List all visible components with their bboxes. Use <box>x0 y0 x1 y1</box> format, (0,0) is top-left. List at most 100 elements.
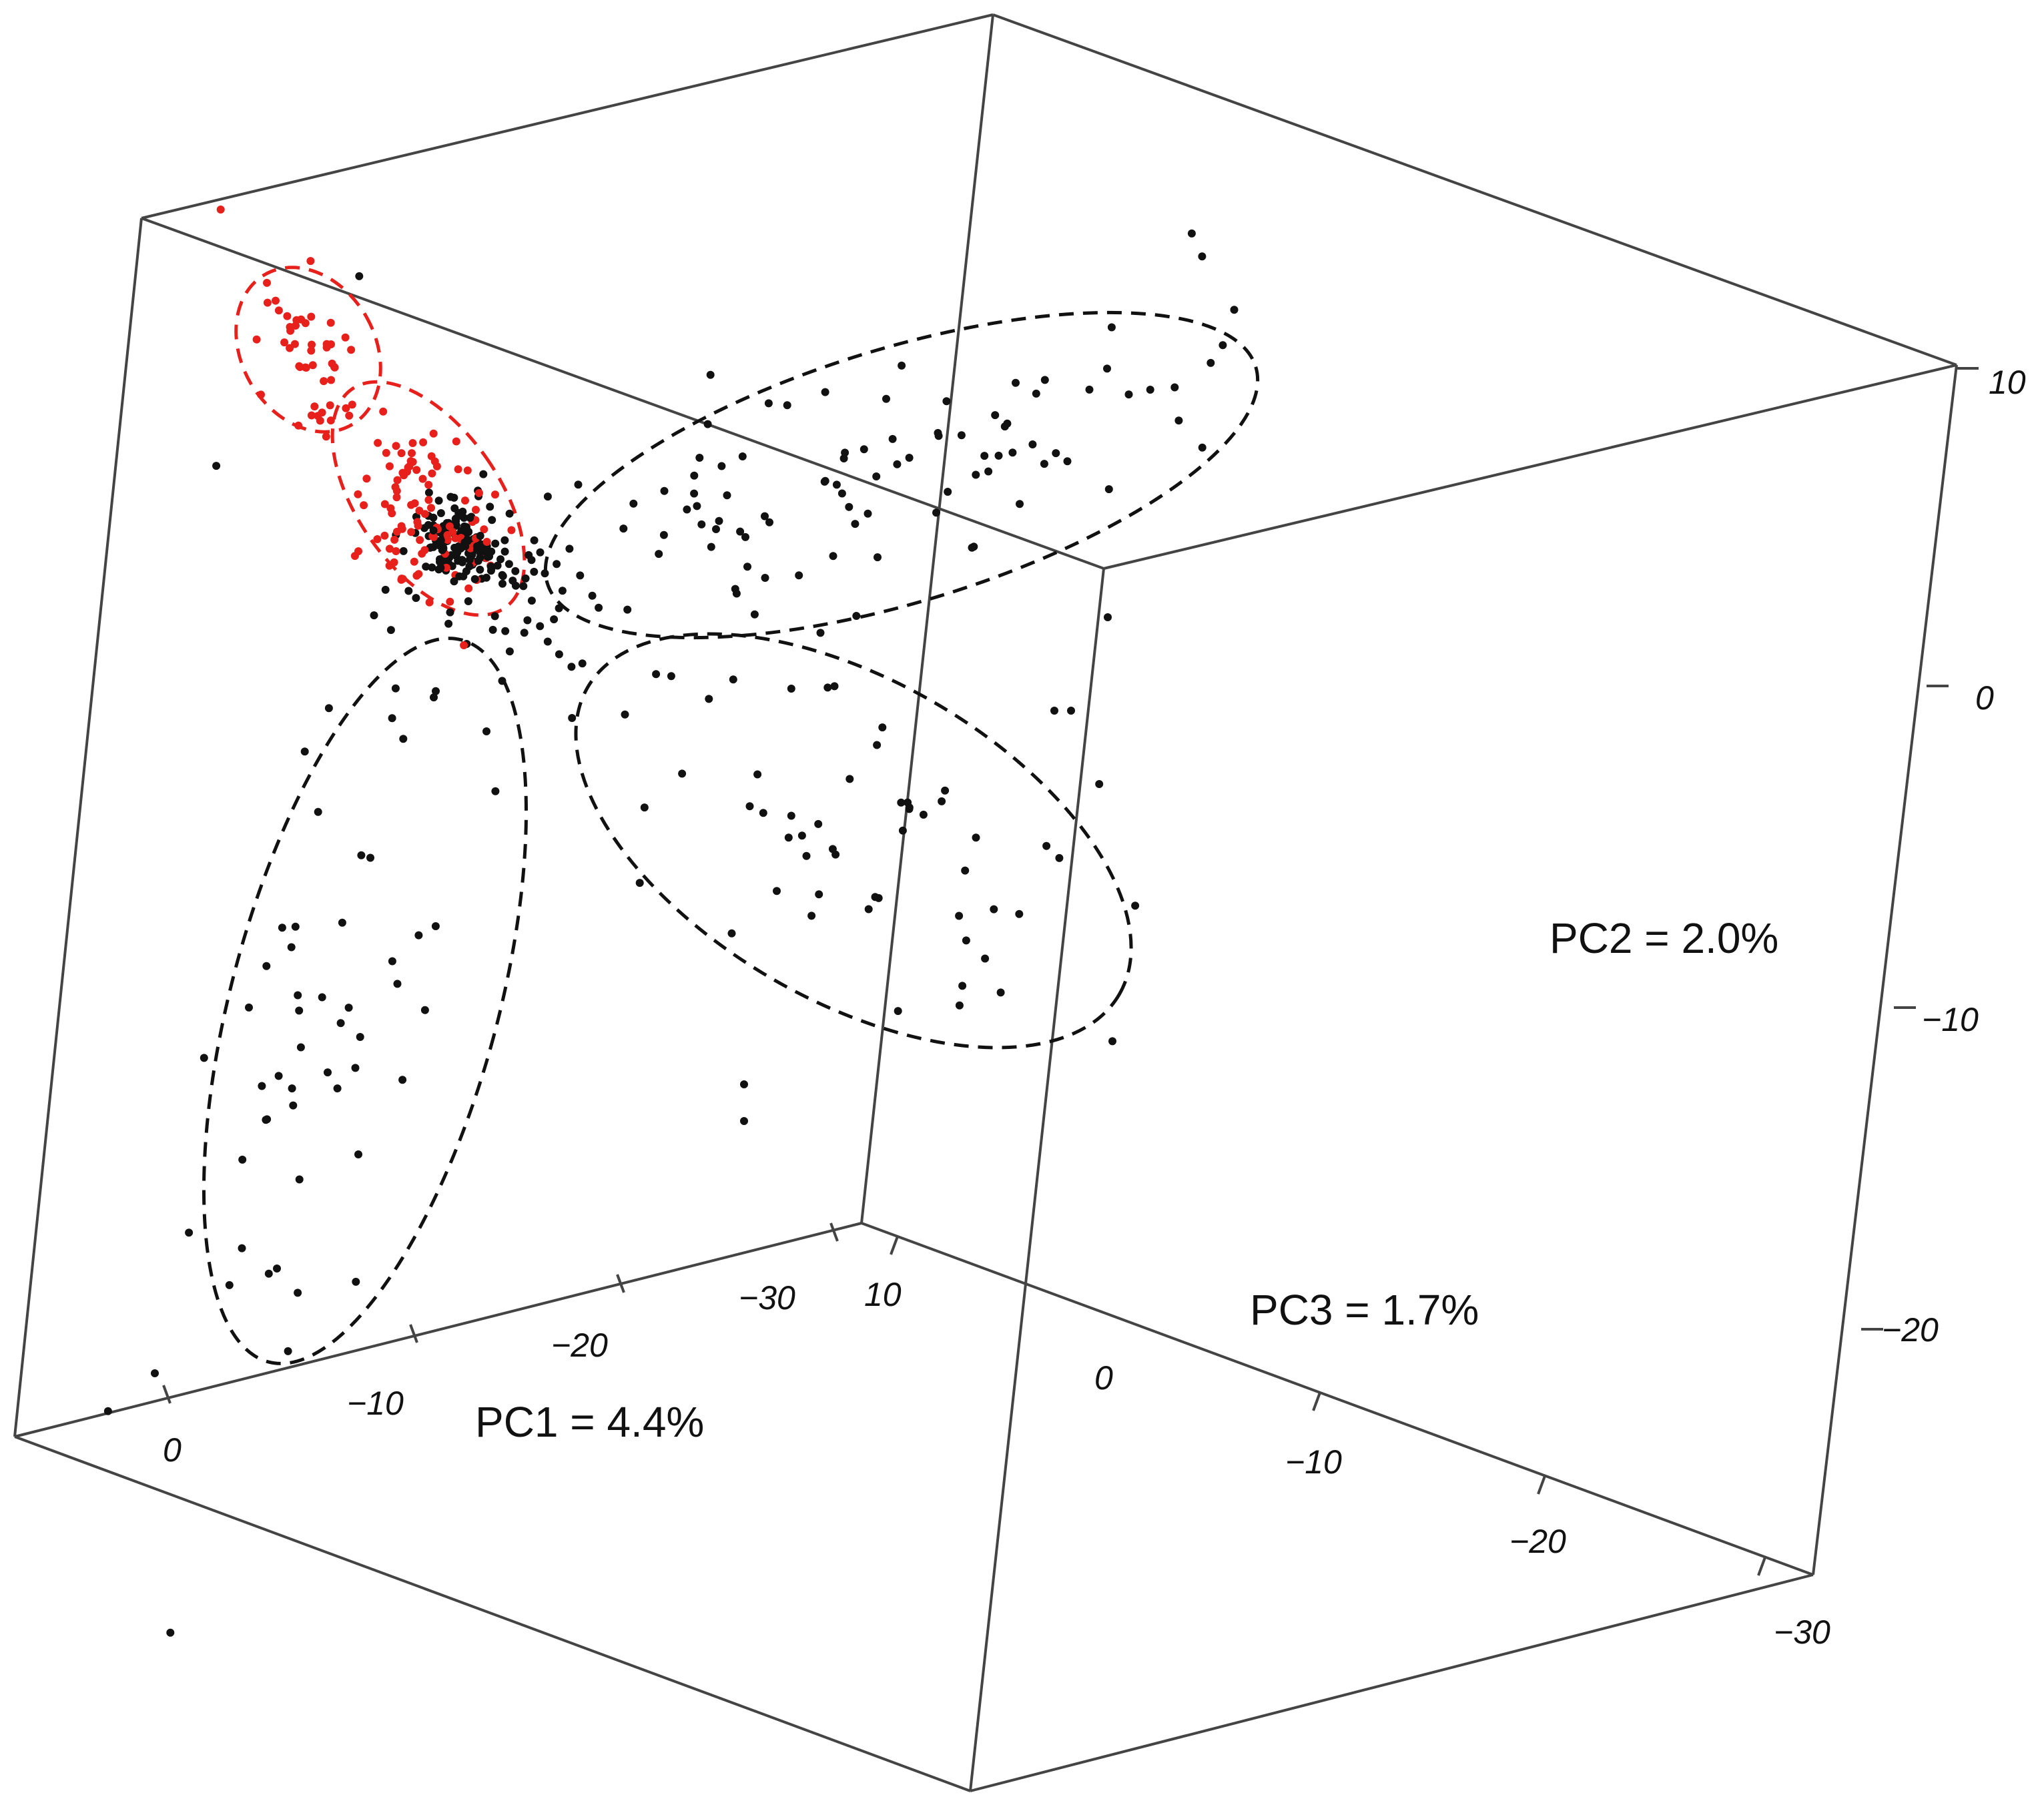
black-point <box>595 603 603 612</box>
box-edge-back-vertical <box>860 14 994 1224</box>
black-point <box>707 543 715 551</box>
red-point <box>482 538 491 546</box>
black-point <box>828 845 837 853</box>
tick-marks <box>162 367 1979 1576</box>
black-point <box>894 1007 902 1016</box>
red-point <box>286 344 294 352</box>
red-point <box>307 411 316 420</box>
black-point <box>465 556 474 564</box>
black-point <box>543 637 552 646</box>
black-point <box>225 1281 234 1289</box>
black-point <box>452 514 460 522</box>
black-point <box>829 552 837 561</box>
black-point <box>1107 323 1116 332</box>
pc1-tick <box>162 1385 172 1404</box>
plot-box <box>13 13 1958 1792</box>
black-point <box>1170 383 1179 392</box>
black-point <box>690 489 699 498</box>
black-point <box>436 555 444 564</box>
red-point <box>427 504 435 512</box>
black-point <box>439 545 448 553</box>
box-edge-top-left <box>141 13 994 220</box>
black-point <box>683 505 691 514</box>
black-point <box>422 563 430 571</box>
red-point <box>310 402 319 411</box>
red-point <box>392 493 401 502</box>
black-point <box>338 918 346 927</box>
black-point <box>498 579 506 588</box>
black-point <box>991 411 1000 420</box>
black-point <box>619 524 628 533</box>
black-point <box>1032 389 1040 398</box>
black-point <box>874 893 883 902</box>
black-point <box>450 493 458 502</box>
black-point <box>659 530 668 539</box>
pc2-tick-label: 10 <box>1989 364 2026 401</box>
black-point <box>1198 443 1207 452</box>
black-point <box>436 509 445 517</box>
black-point <box>873 741 882 749</box>
black-point <box>753 770 762 779</box>
black-point <box>629 499 638 508</box>
black-point <box>482 727 490 735</box>
black-point <box>490 612 499 621</box>
pc1-tick <box>409 1324 418 1343</box>
black-point <box>555 604 563 613</box>
black-point <box>288 1084 296 1093</box>
black-point <box>980 452 989 460</box>
pc2-axis-title: PC2 = 2.0% <box>1550 914 1778 962</box>
pc3-tick <box>1757 1557 1766 1576</box>
black-point <box>667 672 675 681</box>
pc1-tick <box>616 1274 625 1293</box>
black-point <box>505 647 514 656</box>
box-edge-top-right <box>992 13 1957 366</box>
black-point <box>697 520 706 528</box>
red-point <box>341 333 350 342</box>
black-point <box>103 1407 112 1415</box>
red-point <box>428 469 436 478</box>
black-point <box>852 612 861 620</box>
black-point <box>745 802 754 811</box>
red-point <box>263 298 272 307</box>
black-point <box>504 560 513 569</box>
black-point <box>461 542 470 551</box>
black-point <box>845 775 854 783</box>
pc3-tick-label: 10 <box>864 1276 902 1313</box>
black-point <box>941 786 950 795</box>
red-point <box>425 598 434 607</box>
red-point <box>380 500 389 508</box>
pc1-tick-labels: 0 −10 −20 −30 <box>163 1279 795 1469</box>
black-point <box>436 563 445 572</box>
black-point <box>388 957 396 966</box>
black-point <box>1104 485 1113 494</box>
red-point <box>342 404 350 412</box>
black-point <box>990 905 998 914</box>
black-point <box>336 1019 345 1028</box>
black-point <box>429 526 438 534</box>
black-point <box>741 532 749 541</box>
red-point <box>306 257 315 266</box>
black-point <box>462 567 470 576</box>
black-point <box>151 1369 159 1377</box>
black-point <box>783 401 791 410</box>
box-edge-front-vertical <box>969 568 1105 1792</box>
pc1-tick-label: −10 <box>347 1385 404 1422</box>
black-point <box>732 589 741 598</box>
black-point <box>1207 358 1215 367</box>
black-point <box>872 472 881 480</box>
black-point <box>488 516 496 524</box>
black-point <box>898 826 907 835</box>
black-point <box>501 627 510 635</box>
black-point <box>262 1116 270 1124</box>
black-point <box>759 809 767 817</box>
pc2-tick-label: −20 <box>1882 1311 1939 1349</box>
black-point <box>424 488 433 497</box>
box-edge-bottom-back-left <box>14 1222 862 1438</box>
black-point <box>955 1001 964 1010</box>
black-point <box>498 677 506 685</box>
black-point <box>764 399 773 408</box>
black-point <box>962 936 970 945</box>
black-point <box>324 704 333 713</box>
black-point <box>351 1064 360 1072</box>
